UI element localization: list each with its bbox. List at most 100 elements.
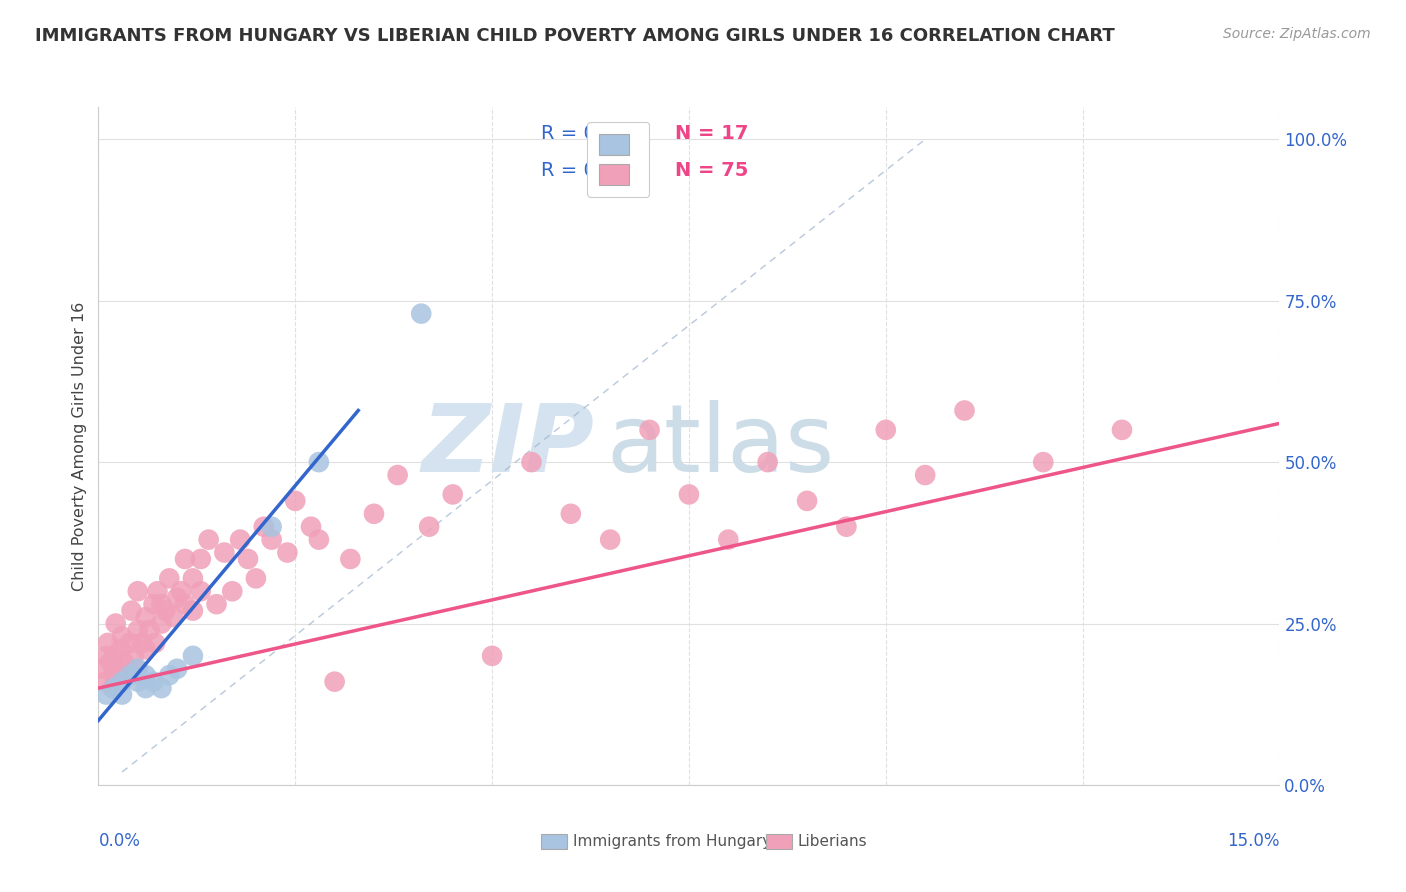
Point <box>284 494 307 508</box>
Point <box>127 623 149 637</box>
Point <box>121 604 143 618</box>
Point <box>111 688 134 702</box>
Point <box>104 616 127 631</box>
FancyBboxPatch shape <box>541 834 567 849</box>
Point <box>339 552 361 566</box>
Point <box>135 610 157 624</box>
Point <box>914 468 936 483</box>
Point <box>181 648 204 663</box>
Point <box>441 487 464 501</box>
Point <box>875 423 897 437</box>
Point <box>411 307 433 321</box>
Point <box>166 662 188 676</box>
Point <box>142 674 165 689</box>
Text: 15.0%: 15.0% <box>1227 832 1279 850</box>
Text: atlas: atlas <box>606 400 835 492</box>
Text: Liberians: Liberians <box>797 834 868 848</box>
Text: 0.0%: 0.0% <box>98 832 141 850</box>
Point <box>125 662 148 676</box>
Point <box>260 533 283 547</box>
Point <box>127 584 149 599</box>
Point <box>103 648 125 663</box>
Point <box>91 662 114 676</box>
Point <box>1111 423 1133 437</box>
Text: ZIP: ZIP <box>422 400 595 492</box>
Legend: , : , <box>588 122 650 196</box>
Point <box>118 668 141 682</box>
Point <box>135 668 157 682</box>
Point <box>953 403 976 417</box>
Point <box>1032 455 1054 469</box>
Point <box>205 597 228 611</box>
Point <box>387 468 409 483</box>
Point <box>181 571 204 585</box>
Point <box>214 545 236 559</box>
Point <box>122 648 145 663</box>
Point <box>112 655 135 669</box>
Point <box>181 604 204 618</box>
FancyBboxPatch shape <box>766 834 792 849</box>
Point <box>127 662 149 676</box>
Point <box>236 552 259 566</box>
Point <box>127 674 149 689</box>
Point <box>276 545 298 559</box>
Point <box>678 487 700 501</box>
Point <box>115 668 138 682</box>
Point <box>157 571 180 585</box>
Point <box>363 507 385 521</box>
Point <box>418 519 440 533</box>
Point <box>162 610 184 624</box>
Point <box>131 636 153 650</box>
Point <box>96 688 118 702</box>
Point <box>756 455 779 469</box>
Point <box>166 591 188 605</box>
Point <box>190 552 212 566</box>
Text: N = 75: N = 75 <box>675 161 748 180</box>
Point <box>93 674 115 689</box>
Point <box>157 668 180 682</box>
Point <box>308 533 330 547</box>
Point <box>111 674 134 689</box>
Point <box>143 636 166 650</box>
Point <box>118 636 141 650</box>
Point <box>174 552 197 566</box>
Point <box>111 630 134 644</box>
Point <box>150 616 173 631</box>
Point <box>135 642 157 657</box>
Point <box>308 455 330 469</box>
Point <box>98 655 121 669</box>
Text: Immigrants from Hungary: Immigrants from Hungary <box>574 834 772 848</box>
Point <box>481 648 503 663</box>
Point <box>197 533 219 547</box>
Point <box>638 423 661 437</box>
Point <box>135 681 157 695</box>
Point <box>103 668 125 682</box>
Point <box>717 533 740 547</box>
Text: Source: ZipAtlas.com: Source: ZipAtlas.com <box>1223 27 1371 41</box>
Point <box>155 604 177 618</box>
Text: N = 17: N = 17 <box>675 124 748 143</box>
Point <box>101 681 124 695</box>
Point <box>174 597 197 611</box>
Point <box>142 597 165 611</box>
Point <box>150 597 173 611</box>
Point <box>229 533 252 547</box>
Point <box>323 674 346 689</box>
Point <box>96 648 118 663</box>
Point <box>221 584 243 599</box>
Point <box>796 494 818 508</box>
Point <box>138 623 160 637</box>
Point <box>103 681 125 695</box>
Point <box>835 519 858 533</box>
Point <box>110 642 132 657</box>
Text: R = 0.487: R = 0.487 <box>541 161 640 180</box>
Point <box>150 681 173 695</box>
Point <box>299 519 322 533</box>
Point <box>245 571 267 585</box>
Y-axis label: Child Poverty Among Girls Under 16: Child Poverty Among Girls Under 16 <box>72 301 87 591</box>
Point <box>560 507 582 521</box>
Point <box>107 662 129 676</box>
Text: IMMIGRANTS FROM HUNGARY VS LIBERIAN CHILD POVERTY AMONG GIRLS UNDER 16 CORRELATI: IMMIGRANTS FROM HUNGARY VS LIBERIAN CHIL… <box>35 27 1115 45</box>
Point <box>520 455 543 469</box>
Point <box>111 674 134 689</box>
